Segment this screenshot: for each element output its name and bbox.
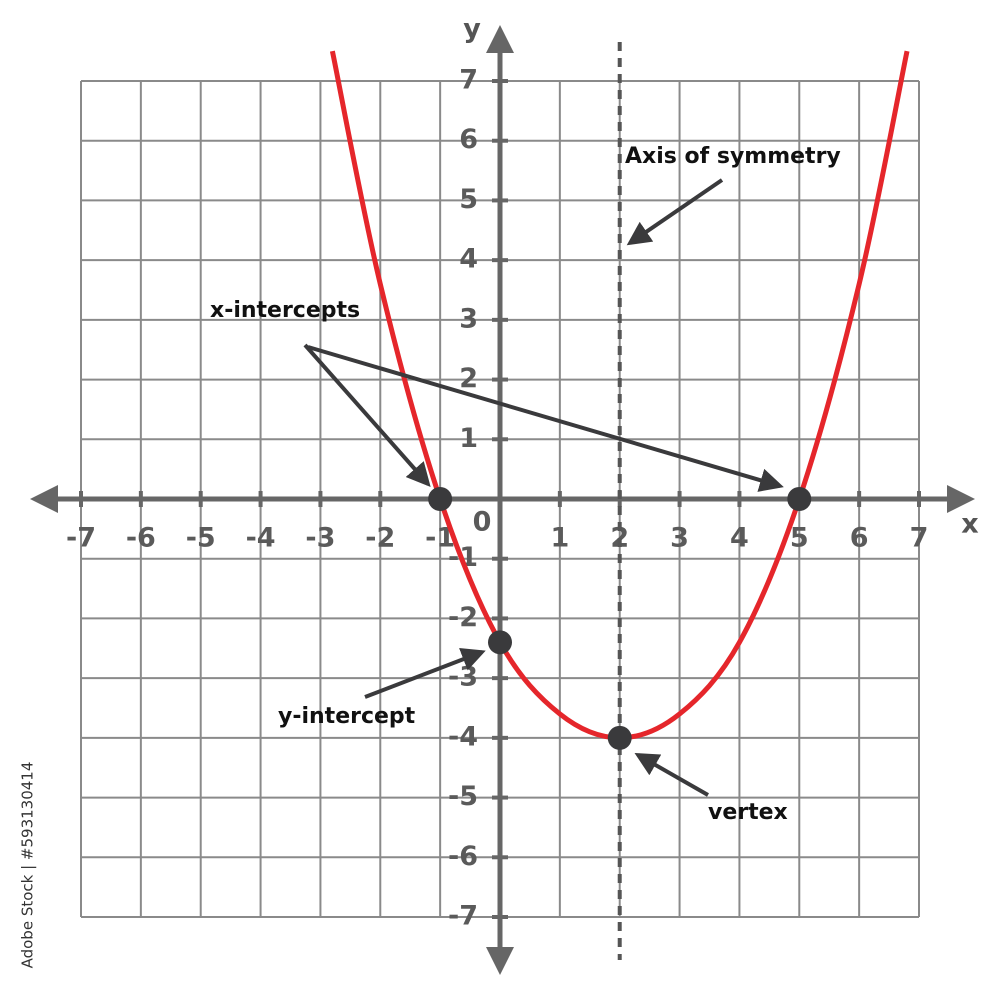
key-point: [787, 487, 812, 511]
x-tick-label: -6: [126, 523, 156, 554]
plot: [329, 42, 910, 960]
x-tick-label: 7: [910, 523, 929, 554]
arrow: [626, 178, 724, 246]
y-axis-label: y: [463, 14, 481, 45]
key-point: [488, 630, 512, 655]
y-tick-label: 2: [459, 363, 478, 394]
y-tick-label: -6: [448, 841, 478, 872]
y-tick-label: -2: [448, 602, 478, 633]
key-point: [607, 725, 632, 750]
annotation: x-intercepts: [210, 298, 360, 323]
arrow: [303, 343, 431, 487]
arrow: [634, 753, 709, 797]
x-tick-label: -7: [66, 523, 96, 554]
x-tick-label: 0: [473, 507, 492, 538]
x-tick-label: 1: [550, 523, 569, 554]
y-tick-label: 5: [459, 184, 478, 215]
annotation: Axis of symmetry: [625, 144, 841, 169]
y-tick-label: 4: [459, 244, 478, 275]
x-tick-label: -3: [305, 523, 335, 554]
watermark: Adobe Stock | #593130414: [19, 762, 37, 969]
annotation: vertex: [708, 800, 788, 825]
y-tick-label: 7: [459, 65, 478, 96]
arrow: [307, 345, 784, 492]
y-tick-label: -7: [448, 901, 478, 932]
y-tick-label: -5: [448, 781, 478, 812]
x-tick-label: 5: [790, 523, 809, 554]
y-tick-label: 6: [459, 124, 478, 155]
annotation: y-intercept: [278, 704, 416, 729]
x-tick-label: 4: [730, 523, 749, 554]
x-tick-label: -2: [365, 523, 395, 554]
y-tick-label: -4: [448, 721, 478, 752]
x-tick-label: 6: [850, 523, 869, 554]
y-tick-label: 3: [459, 303, 478, 334]
x-tick-label: -5: [186, 523, 216, 554]
x-tick-label: -4: [246, 523, 276, 554]
x-axis-label: x: [961, 509, 978, 540]
y-tick-label: -3: [448, 662, 478, 693]
arrow: [364, 647, 486, 699]
x-tick-label: 3: [670, 523, 689, 554]
key-point: [428, 487, 453, 511]
y-tick-label: 1: [459, 423, 478, 454]
